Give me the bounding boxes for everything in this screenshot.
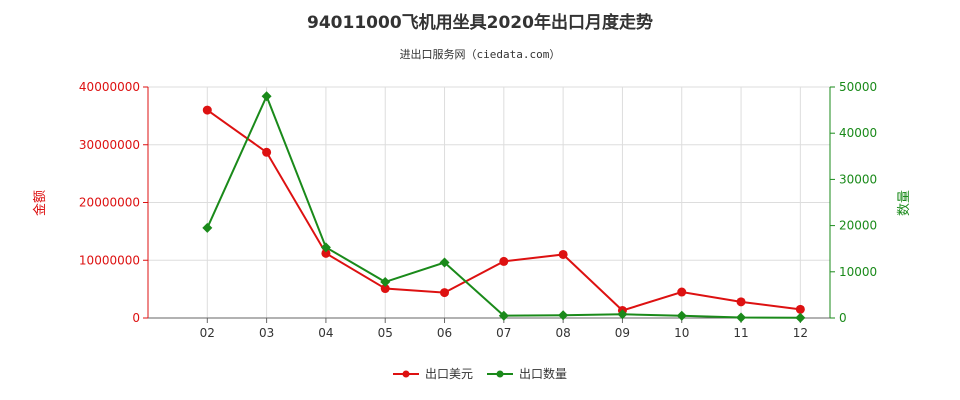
left-tick-label: 10000000 xyxy=(79,253,140,267)
data-point-quantity xyxy=(380,276,391,287)
left-axis-label: 金额 xyxy=(32,190,48,216)
legend-swatch-quantity xyxy=(487,370,513,377)
data-point-amount xyxy=(736,297,746,307)
x-tick-label: 03 xyxy=(259,326,274,340)
data-point-amount xyxy=(321,248,331,258)
right-tick-label: 20000 xyxy=(839,219,877,233)
x-tick-label: 12 xyxy=(793,326,808,340)
series-layer xyxy=(202,91,806,323)
data-point-amount xyxy=(202,105,212,115)
left-tick-label: 30000000 xyxy=(79,138,140,152)
data-point-quantity xyxy=(676,310,687,321)
legend-label-amount: 出口美元 xyxy=(425,367,474,381)
x-tick-label: 09 xyxy=(615,326,630,340)
legend-item-quantity[interactable]: 出口数量 xyxy=(487,365,567,382)
data-point-quantity xyxy=(439,257,450,268)
data-point-quantity xyxy=(498,310,509,321)
right-tick-label: 30000 xyxy=(839,172,877,186)
legend-item-amount[interactable]: 出口美元 xyxy=(393,365,473,382)
data-point-amount xyxy=(440,288,450,298)
data-point-quantity xyxy=(617,309,628,320)
x-tick-label: 06 xyxy=(437,326,452,340)
right-tick-label: 40000 xyxy=(839,126,877,140)
left-tick-label: 20000000 xyxy=(79,196,140,210)
x-tick-label: 08 xyxy=(555,326,570,340)
x-tick-label: 10 xyxy=(674,326,689,340)
data-point-amount xyxy=(558,249,568,259)
left-tick-label: 40000000 xyxy=(79,80,140,94)
chart-title: 94011000飞机用坐具2020年出口月度走势 xyxy=(307,13,653,33)
chart-subtitle: 进出口服务网（ciedata.com） xyxy=(399,48,561,61)
right-tick-label: 50000 xyxy=(839,80,877,94)
x-tick-label: 11 xyxy=(733,326,748,340)
data-point-amount xyxy=(262,147,272,157)
data-point-amount xyxy=(677,287,687,297)
data-point-quantity xyxy=(736,312,747,323)
data-point-amount xyxy=(499,256,509,266)
legend-swatch-amount xyxy=(393,370,419,377)
data-point-quantity xyxy=(795,312,806,323)
legend-label-quantity: 出口数量 xyxy=(519,367,568,381)
left-tick-label: 0 xyxy=(132,311,140,325)
right-axis-label: 数量 xyxy=(897,190,912,216)
data-point-quantity xyxy=(320,242,331,253)
data-point-amount xyxy=(795,304,805,314)
right-tick-label: 0 xyxy=(839,311,847,325)
x-tick-label: 07 xyxy=(496,326,511,340)
x-tick-label: 04 xyxy=(318,326,333,340)
data-point-amount xyxy=(380,284,390,294)
data-point-quantity xyxy=(202,222,213,233)
data-point-quantity xyxy=(261,91,272,102)
data-point-quantity xyxy=(558,310,569,321)
x-tick-label: 05 xyxy=(378,326,393,340)
grid-lines xyxy=(148,86,830,318)
right-tick-label: 10000 xyxy=(839,265,877,279)
x-tick-label: 02 xyxy=(200,326,215,340)
